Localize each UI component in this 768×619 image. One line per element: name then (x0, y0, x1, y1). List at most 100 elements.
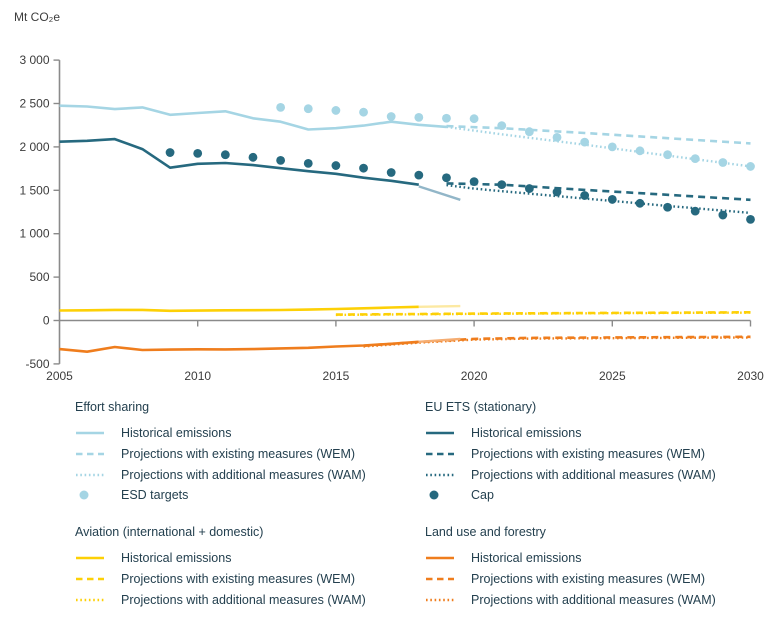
legend-point-glyph (79, 490, 89, 500)
series-effort-sharing-historical (59, 104, 447, 131)
x-tick-label: 2015 (323, 369, 350, 383)
ets-cap-point (193, 149, 203, 158)
esd-targets-point (331, 106, 341, 115)
legend-dotted-swatch-icon (76, 598, 104, 602)
ets-cap-point (497, 180, 507, 190)
esd-targets-point (359, 107, 368, 117)
series-effort-sharing-wem (446, 124, 751, 145)
legend-item-label: Cap (471, 488, 494, 503)
esd-targets-point (497, 121, 507, 131)
ets-cap-point (552, 187, 562, 197)
y-axis-title: Mt CO₂e (14, 10, 60, 24)
legend-item-label: Projections with additional measures (WA… (121, 467, 366, 482)
ets-cap-point (303, 158, 313, 168)
x-tick-label: 2030 (737, 369, 764, 383)
legend-item-eu-ets-solid: Historical emissions (425, 423, 716, 444)
legend-point-swatch-icon (429, 490, 439, 500)
series-ets-cap (165, 148, 755, 224)
esd-targets-point (663, 150, 672, 160)
legend-dashed-swatch-icon (426, 577, 454, 581)
ets-cap-point (414, 170, 424, 180)
legend-item-effort-sharing-dashed: Projections with existing measures (WEM) (75, 444, 366, 465)
series-lulucf-wam (363, 336, 751, 348)
legend-item-land-use-dashed: Projections with existing measures (WEM) (425, 569, 716, 590)
series-aviation-approximated (418, 304, 461, 308)
legend-item-aviation-dotted: Projections with additional measures (WA… (75, 589, 366, 610)
legend-dashed-swatch-icon (426, 452, 454, 456)
esd-targets-point (386, 112, 396, 121)
esd-targets-point (690, 154, 700, 164)
legend-dashed-swatch-icon (76, 577, 104, 581)
ets-cap-point (607, 195, 617, 204)
esd-targets-point (276, 103, 286, 112)
legend-group-title-land-use: Land use and forestry (425, 525, 546, 539)
ets-cap-point (386, 168, 396, 177)
y-tick-label: -500 (25, 357, 49, 371)
ets-cap-point (690, 206, 700, 216)
legend-item-label: Projections with additional measures (WA… (471, 592, 716, 607)
x-tick-label: 2025 (599, 369, 626, 383)
legend-dotted-swatch-icon (426, 598, 454, 602)
legend-item-label: Projections with existing measures (WEM) (121, 572, 356, 587)
esd-targets-point (442, 113, 451, 123)
legend-item-label: Historical emissions (471, 551, 582, 566)
ets-cap-point (165, 148, 175, 157)
x-tick-label: 2005 (46, 369, 73, 383)
esd-targets-point (746, 162, 755, 171)
esd-targets-point (469, 114, 479, 124)
esd-targets-point (414, 112, 424, 122)
y-tick-label: 1 500 (19, 183, 49, 197)
legend-item-label: ESD targets (121, 488, 189, 503)
legend-item-land-use-dotted: Projections with additional measures (WA… (425, 589, 716, 610)
legend-item-label: Historical emissions (471, 426, 582, 441)
series-aviation-wam (335, 311, 751, 317)
legend-dotted-swatch-icon (76, 473, 104, 477)
legend-group-aviation: Aviation (international + domestic) Histo… (75, 525, 366, 610)
legend-group-title-aviation: Aviation (international + domestic) (75, 525, 264, 539)
legend-item-eu-ets-dashed: Projections with existing measures (WEM) (425, 444, 716, 465)
series-ets-approximated (418, 185, 461, 201)
esd-targets-point (580, 137, 590, 147)
esd-targets-point (303, 104, 313, 114)
ets-cap-point (635, 198, 645, 208)
series-lulucf-historical (59, 340, 419, 354)
y-tick-label: 500 (29, 270, 49, 284)
legend-solid-swatch-icon (76, 557, 104, 560)
series-ets-wem (446, 182, 751, 202)
esd-targets-point (524, 127, 534, 137)
legend-item-eu-ets-dotted: Projections with additional measures (WA… (425, 464, 716, 485)
ets-cap-point (442, 173, 451, 183)
legend-item-label: Projections with existing measures (WEM) (471, 572, 706, 587)
legend-group-title-effort-sharing: Effort sharing (75, 400, 150, 414)
legend-item-label: Historical emissions (121, 426, 232, 441)
ets-cap-point (248, 152, 258, 162)
ets-cap-point (276, 155, 286, 165)
legend-item-land-use-solid: Historical emissions (425, 548, 716, 569)
ets-cap-point (746, 214, 755, 224)
ets-cap-point (580, 191, 590, 200)
x-tick-label: 2020 (461, 369, 488, 383)
legend-item-effort-sharing-dotted: Projections with additional measures (WA… (75, 464, 366, 485)
legend-item-label: Projections with existing measures (WEM) (471, 447, 706, 462)
legend-group-effort-sharing: Effort sharing Historical emissions Projec… (75, 400, 366, 506)
series-effort-sharing-wam (446, 125, 751, 168)
legend-item-label: Projections with existing measures (WEM) (121, 447, 356, 462)
legend-item-eu-ets-point: Cap (425, 485, 716, 506)
ets-cap-point (359, 163, 368, 173)
esd-targets-point (552, 132, 562, 142)
y-tick-label: 2 000 (19, 140, 49, 154)
legend-point-glyph (429, 490, 439, 500)
legend-solid-swatch-icon (76, 432, 104, 435)
legend-item-effort-sharing-solid: Historical emissions (75, 423, 366, 444)
ets-cap-point (718, 210, 728, 220)
series-ets-wam (446, 183, 751, 215)
series-esd-targets (276, 103, 755, 171)
legend-item-label: Historical emissions (121, 551, 232, 566)
legend-point-swatch-icon (79, 490, 89, 500)
legend-solid-swatch-icon (426, 557, 454, 560)
y-tick-label: 1 000 (19, 227, 49, 241)
ets-cap-point (469, 177, 479, 187)
